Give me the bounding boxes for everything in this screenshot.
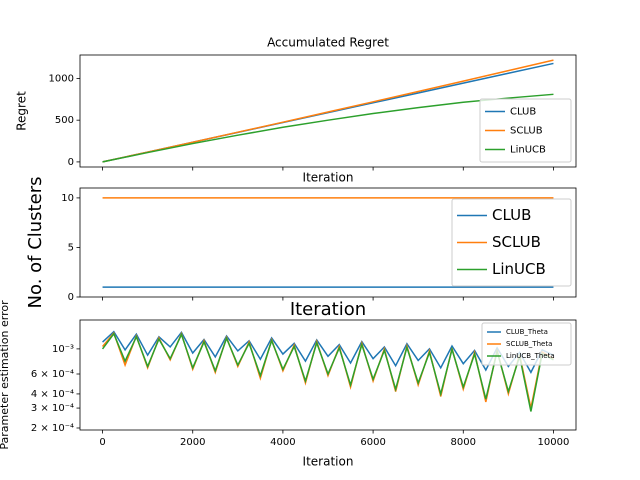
y-tick-label: 2 × 10⁻⁴ — [31, 423, 74, 434]
y-axis-label: Parameter estimation error — [0, 300, 11, 450]
series-line — [102, 330, 554, 374]
subplot: Accumulated Regret Iteration Regret 0 500 100… — [15, 36, 577, 185]
series-line — [101, 332, 554, 412]
y-tick-label: 500 — [55, 115, 74, 126]
x-tick-label: 4000 — [270, 437, 295, 448]
y-tick-label: 0 — [68, 292, 74, 303]
x-tick-label: 6000 — [360, 437, 385, 448]
y-tick-label: 10 — [61, 193, 74, 204]
legend-label: LinUCB — [510, 145, 546, 156]
axes-frame — [79, 319, 577, 431]
y-axis-label: Regret — [15, 91, 29, 131]
axes-frame — [79, 187, 577, 298]
legend-box — [481, 322, 572, 366]
legend-label: SCLUB — [510, 126, 543, 137]
y-axis-label: No. of Clusters — [25, 177, 46, 309]
legend-label: CLUB — [510, 107, 536, 118]
axes-frame — [79, 54, 577, 168]
x-axis-label: Iteration — [290, 299, 366, 320]
legend-label: LinUCB — [492, 260, 546, 278]
y-tick-label: 4 × 10⁻⁴ — [31, 389, 74, 400]
x-tick-label: 2000 — [180, 437, 205, 448]
x-tick-label: 0 — [99, 437, 105, 448]
y-tick-label: 1000 — [49, 73, 74, 84]
legend-box — [479, 98, 572, 163]
series-line — [102, 59, 554, 163]
x-axis-label: Iteration — [303, 171, 354, 185]
series-line — [102, 93, 554, 163]
legend-label: CLUB — [492, 206, 531, 224]
x-tick-label: 8000 — [451, 437, 476, 448]
subplot: Iteration Parameter estimation error 0 2000… — [0, 300, 577, 469]
y-tick-label: 3 × 10⁻⁴ — [31, 403, 74, 414]
y-tick-label: 0 — [68, 157, 74, 168]
legend-label: SCLUB — [492, 233, 541, 251]
x-axis-label: Iteration — [303, 455, 354, 469]
subplot: Iteration No. of Clusters 0 5 10 CLUB SCLUB Lin… — [25, 177, 577, 320]
chart-title: Accumulated Regret — [267, 36, 389, 50]
y-tick-label: 6 × 10⁻⁴ — [31, 369, 74, 380]
legend-box — [451, 198, 572, 287]
y-tick-label: 5 — [68, 242, 74, 253]
legend-label: CLUB_Theta — [506, 328, 548, 336]
legend-label: SCLUB_Theta — [506, 340, 552, 348]
y-tick-label: 10⁻³ — [52, 344, 74, 355]
legend-label: LinUCB_Theta — [506, 352, 555, 360]
x-tick-label: 10000 — [538, 437, 570, 448]
